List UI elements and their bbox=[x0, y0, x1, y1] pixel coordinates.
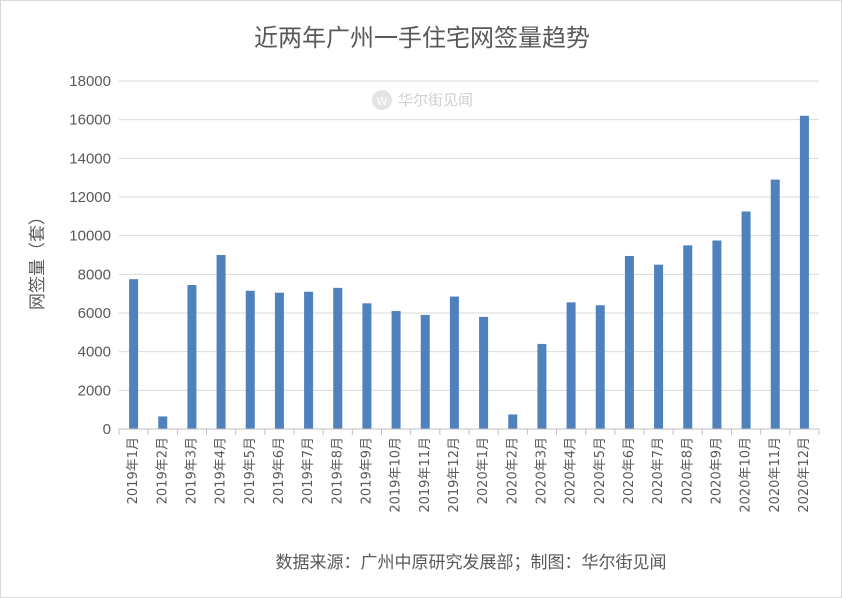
watermark-text: 华尔街见闻 bbox=[398, 91, 473, 109]
x-tick-label: 2019年2月 bbox=[155, 437, 170, 504]
bar bbox=[420, 314, 430, 429]
bar bbox=[799, 115, 809, 430]
x-tick-label: 2020年11月 bbox=[768, 437, 783, 513]
y-tick-label: 18000 bbox=[69, 73, 111, 90]
bar bbox=[362, 303, 372, 429]
bar bbox=[508, 414, 518, 429]
bars bbox=[129, 115, 809, 430]
bar bbox=[479, 316, 489, 429]
chart-title: 近两年广州一手住宅网签量趋势 bbox=[254, 24, 590, 52]
x-axis-ticks: 2019年1月 2019年2月 2019年3月 2019年4月 2019年5月 2019年… bbox=[126, 437, 812, 513]
x-tick-label: 2020年2月 bbox=[505, 437, 520, 504]
bar bbox=[304, 291, 314, 429]
x-tick-label: 2019年4月 bbox=[214, 437, 229, 504]
x-tick-label: 2020年5月 bbox=[593, 437, 608, 504]
x-tick-label: 2019年3月 bbox=[184, 437, 199, 504]
y-axis-label: 网签量（套） bbox=[28, 208, 48, 310]
watermark-logo-glyph: W bbox=[377, 95, 388, 108]
x-tick-label: 2019年8月 bbox=[330, 437, 345, 504]
y-axis-ticks: 0 2000 4000 6000 8000 10000 12000 14000 16000 180… bbox=[69, 73, 111, 438]
y-tick-label: 14000 bbox=[69, 150, 111, 167]
x-tick-label: 2019年11月 bbox=[418, 437, 433, 513]
x-tick-label: 2019年1月 bbox=[126, 437, 141, 504]
bar bbox=[391, 311, 401, 429]
x-tick-label: 2020年3月 bbox=[534, 437, 549, 504]
x-tick-label: 2020年1月 bbox=[476, 437, 491, 504]
bar bbox=[187, 284, 197, 429]
x-tick-label: 2020年4月 bbox=[564, 437, 579, 504]
watermark-logo-icon bbox=[372, 90, 392, 110]
bar bbox=[216, 255, 226, 429]
bar bbox=[654, 264, 664, 429]
x-tick-label: 2020年12月 bbox=[797, 437, 812, 513]
bar bbox=[449, 296, 459, 429]
bar bbox=[624, 255, 634, 429]
gridlines bbox=[119, 80, 819, 391]
bar bbox=[158, 416, 168, 429]
y-tick-label: 16000 bbox=[69, 112, 111, 129]
x-tick-label: 2019年9月 bbox=[359, 437, 374, 504]
bar bbox=[770, 179, 780, 429]
bar bbox=[129, 279, 139, 429]
bar bbox=[566, 302, 576, 429]
x-tick-label: 2019年6月 bbox=[272, 437, 287, 504]
y-tick-label: 8000 bbox=[78, 266, 111, 283]
x-tick-label: 2019年5月 bbox=[243, 437, 258, 504]
y-tick-label: 6000 bbox=[78, 305, 111, 322]
y-tick-label: 12000 bbox=[69, 189, 111, 206]
bar bbox=[245, 290, 255, 429]
x-tick-label: 2020年8月 bbox=[680, 437, 695, 504]
bar bbox=[741, 211, 751, 429]
x-tick-label: 2020年10月 bbox=[739, 437, 754, 513]
y-tick-label: 4000 bbox=[78, 344, 111, 361]
watermark: W 华尔街见闻 bbox=[372, 90, 473, 110]
x-tick-label: 2019年7月 bbox=[301, 437, 316, 504]
x-tick-label: 2020年6月 bbox=[622, 437, 637, 504]
bar bbox=[595, 305, 605, 429]
x-tick-label: 2020年9月 bbox=[709, 437, 724, 504]
bar bbox=[333, 287, 343, 429]
bar bbox=[683, 245, 693, 429]
x-tick-label: 2019年12月 bbox=[447, 437, 462, 513]
x-tick-label: 2019年10月 bbox=[389, 437, 404, 513]
x-tick-label: 2020年7月 bbox=[651, 437, 666, 504]
source-note: 数据来源：广州中原研究发展部；制图：华尔街见闻 bbox=[276, 553, 667, 573]
y-tick-label: 10000 bbox=[69, 228, 111, 245]
bar bbox=[537, 343, 547, 429]
x-axis bbox=[118, 428, 820, 435]
y-tick-label: 2000 bbox=[78, 382, 111, 399]
y-tick-label: 0 bbox=[103, 421, 111, 438]
bar bbox=[712, 240, 722, 429]
bar bbox=[274, 292, 284, 429]
